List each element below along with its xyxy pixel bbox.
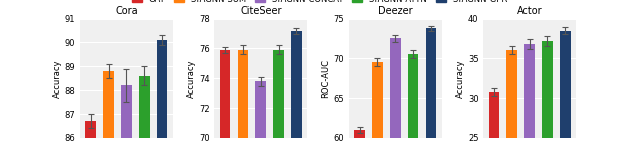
Bar [408, 54, 419, 138]
Bar [488, 92, 499, 138]
Legend: GAT, STAGNN-SUM, STAGNN-CONCAT, STAGNN-ATTN, STAGNN-GPR: GAT, STAGNN-SUM, STAGNN-CONCAT, STAGNN-A… [129, 0, 511, 7]
Y-axis label: ROC-AUC: ROC-AUC [321, 59, 331, 98]
Y-axis label: Accuracy: Accuracy [456, 59, 465, 97]
Bar [139, 76, 150, 138]
Y-axis label: Accuracy: Accuracy [187, 59, 196, 97]
Bar [390, 38, 401, 138]
Bar [426, 28, 436, 138]
Bar [103, 71, 114, 138]
Bar [85, 121, 96, 138]
Bar [220, 50, 230, 138]
Bar [291, 31, 302, 138]
Bar [506, 50, 517, 138]
Title: CiteSeer: CiteSeer [240, 7, 282, 16]
Title: Cora: Cora [115, 7, 138, 16]
Bar [255, 81, 266, 138]
Bar [560, 31, 571, 138]
Y-axis label: Accuracy: Accuracy [52, 59, 61, 97]
Title: Actor: Actor [517, 7, 543, 16]
Bar [542, 41, 553, 138]
Bar [524, 44, 535, 138]
Bar [372, 62, 383, 138]
Bar [157, 40, 168, 138]
Bar [354, 130, 365, 138]
Title: Deezer: Deezer [378, 7, 413, 16]
Bar [121, 85, 132, 138]
Bar [273, 50, 284, 138]
Bar [237, 50, 248, 138]
